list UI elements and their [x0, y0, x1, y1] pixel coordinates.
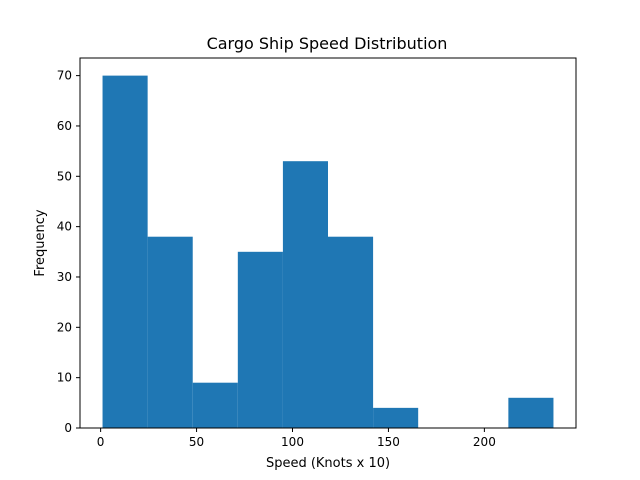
bars-group: [102, 75, 554, 429]
plot-frame: [79, 57, 577, 429]
y-tick-label: 50: [57, 169, 72, 183]
x-axis-label: Speed (Knots x 10): [266, 456, 390, 471]
y-tick-label: 40: [57, 220, 72, 234]
x-tick-label: 100: [281, 435, 304, 449]
y-axis-ticks: 0 10 20 30 40 50 60 70: [57, 69, 80, 435]
histogram-bar: [373, 407, 419, 428]
y-tick-label: 60: [57, 119, 72, 133]
y-tick-label: 70: [57, 69, 72, 83]
x-tick-label: 50: [189, 435, 204, 449]
y-tick-label: 20: [57, 320, 72, 334]
histogram-bar: [237, 251, 283, 428]
x-tick-label: 150: [377, 435, 400, 449]
histogram-bar: [508, 397, 554, 428]
y-tick-label: 0: [64, 421, 72, 435]
x-tick-label: 200: [473, 435, 496, 449]
histogram-bar: [192, 382, 238, 428]
histogram-bar: [102, 75, 148, 428]
histogram-bar: [282, 161, 328, 429]
y-tick-label: 10: [57, 371, 72, 385]
x-axis-ticks: 0 50 100 150 200: [97, 428, 496, 449]
y-axis-label: Frequency: [33, 209, 48, 276]
chart-title: Cargo Ship Speed Distribution: [207, 34, 448, 53]
histogram-bar: [147, 236, 193, 428]
x-tick-label: 0: [97, 435, 105, 449]
y-tick-label: 30: [57, 270, 72, 284]
histogram-bar: [328, 236, 374, 428]
